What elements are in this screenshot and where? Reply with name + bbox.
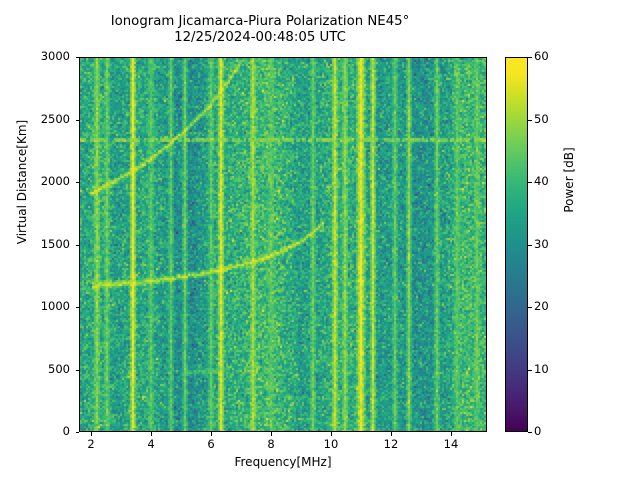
chart-title-line2: 12/25/2024-00:48:05 UTC <box>174 30 346 45</box>
colorbar-tick-label: 10 <box>534 361 549 376</box>
colorbar-tick-mark <box>528 57 532 58</box>
y-tick-label: 1000 <box>40 299 70 313</box>
colorbar-tick-label: 20 <box>534 299 549 313</box>
y-tick-label: 2500 <box>40 111 70 126</box>
chart-title-line1: Ionogram Jicamarca-Piura Polarization NE… <box>110 14 410 29</box>
colorbar-tick-mark <box>528 307 532 308</box>
y-tick-mark <box>75 244 79 246</box>
chart-title: Ionogram Jicamarca-Piura Polarization NE… <box>0 14 520 46</box>
y-tick-label: 3000 <box>40 49 70 63</box>
x-tick-label: 14 <box>443 437 459 451</box>
colorbar-tick-mark <box>528 369 532 371</box>
x-tick-label: 10 <box>323 437 339 451</box>
y-tick-label: 500 <box>48 361 70 376</box>
colorbar-tick-label: 60 <box>534 49 549 63</box>
colorbar-tick-mark <box>528 182 532 183</box>
x-tick-mark <box>271 432 272 436</box>
x-axis-title: Frequency[MHz] <box>234 455 332 469</box>
x-tick-label: 4 <box>147 437 155 451</box>
x-tick-mark <box>451 432 452 436</box>
y-axis-title: Virtual Distance[Km] <box>15 119 29 245</box>
x-tick-mark <box>391 432 392 436</box>
ionogram-heatmap-canvas <box>80 58 486 431</box>
ionogram-plot-area <box>79 57 487 432</box>
y-tick-label: 2000 <box>40 174 70 188</box>
y-tick-mark <box>75 119 79 121</box>
y-tick-mark <box>75 369 79 371</box>
y-tick-label: 0 <box>62 424 70 438</box>
x-tick-mark <box>211 432 212 436</box>
x-tick-mark <box>151 432 152 436</box>
colorbar-tick-label: 0 <box>534 424 542 438</box>
y-tick-label: 1500 <box>40 236 70 251</box>
x-tick-label: 12 <box>383 437 399 451</box>
y-tick-mark <box>75 307 79 308</box>
y-tick-mark <box>75 432 79 433</box>
x-tick-label: 8 <box>267 437 275 451</box>
x-tick-mark <box>331 432 332 436</box>
colorbar-gradient <box>506 58 527 431</box>
colorbar-tick-mark <box>528 119 532 121</box>
y-tick-mark <box>75 182 79 183</box>
x-tick-mark <box>91 432 92 436</box>
colorbar-tick-label: 50 <box>534 111 549 126</box>
colorbar-tick-label: 30 <box>534 236 549 251</box>
colorbar <box>505 57 528 432</box>
x-tick-label: 2 <box>87 437 95 451</box>
x-tick-label: 6 <box>207 437 215 451</box>
colorbar-tick-mark <box>528 244 532 246</box>
colorbar-tick-mark <box>528 432 532 433</box>
y-tick-mark <box>75 57 79 58</box>
colorbar-title: Power [dB] <box>562 147 576 213</box>
colorbar-tick-label: 40 <box>534 174 549 188</box>
